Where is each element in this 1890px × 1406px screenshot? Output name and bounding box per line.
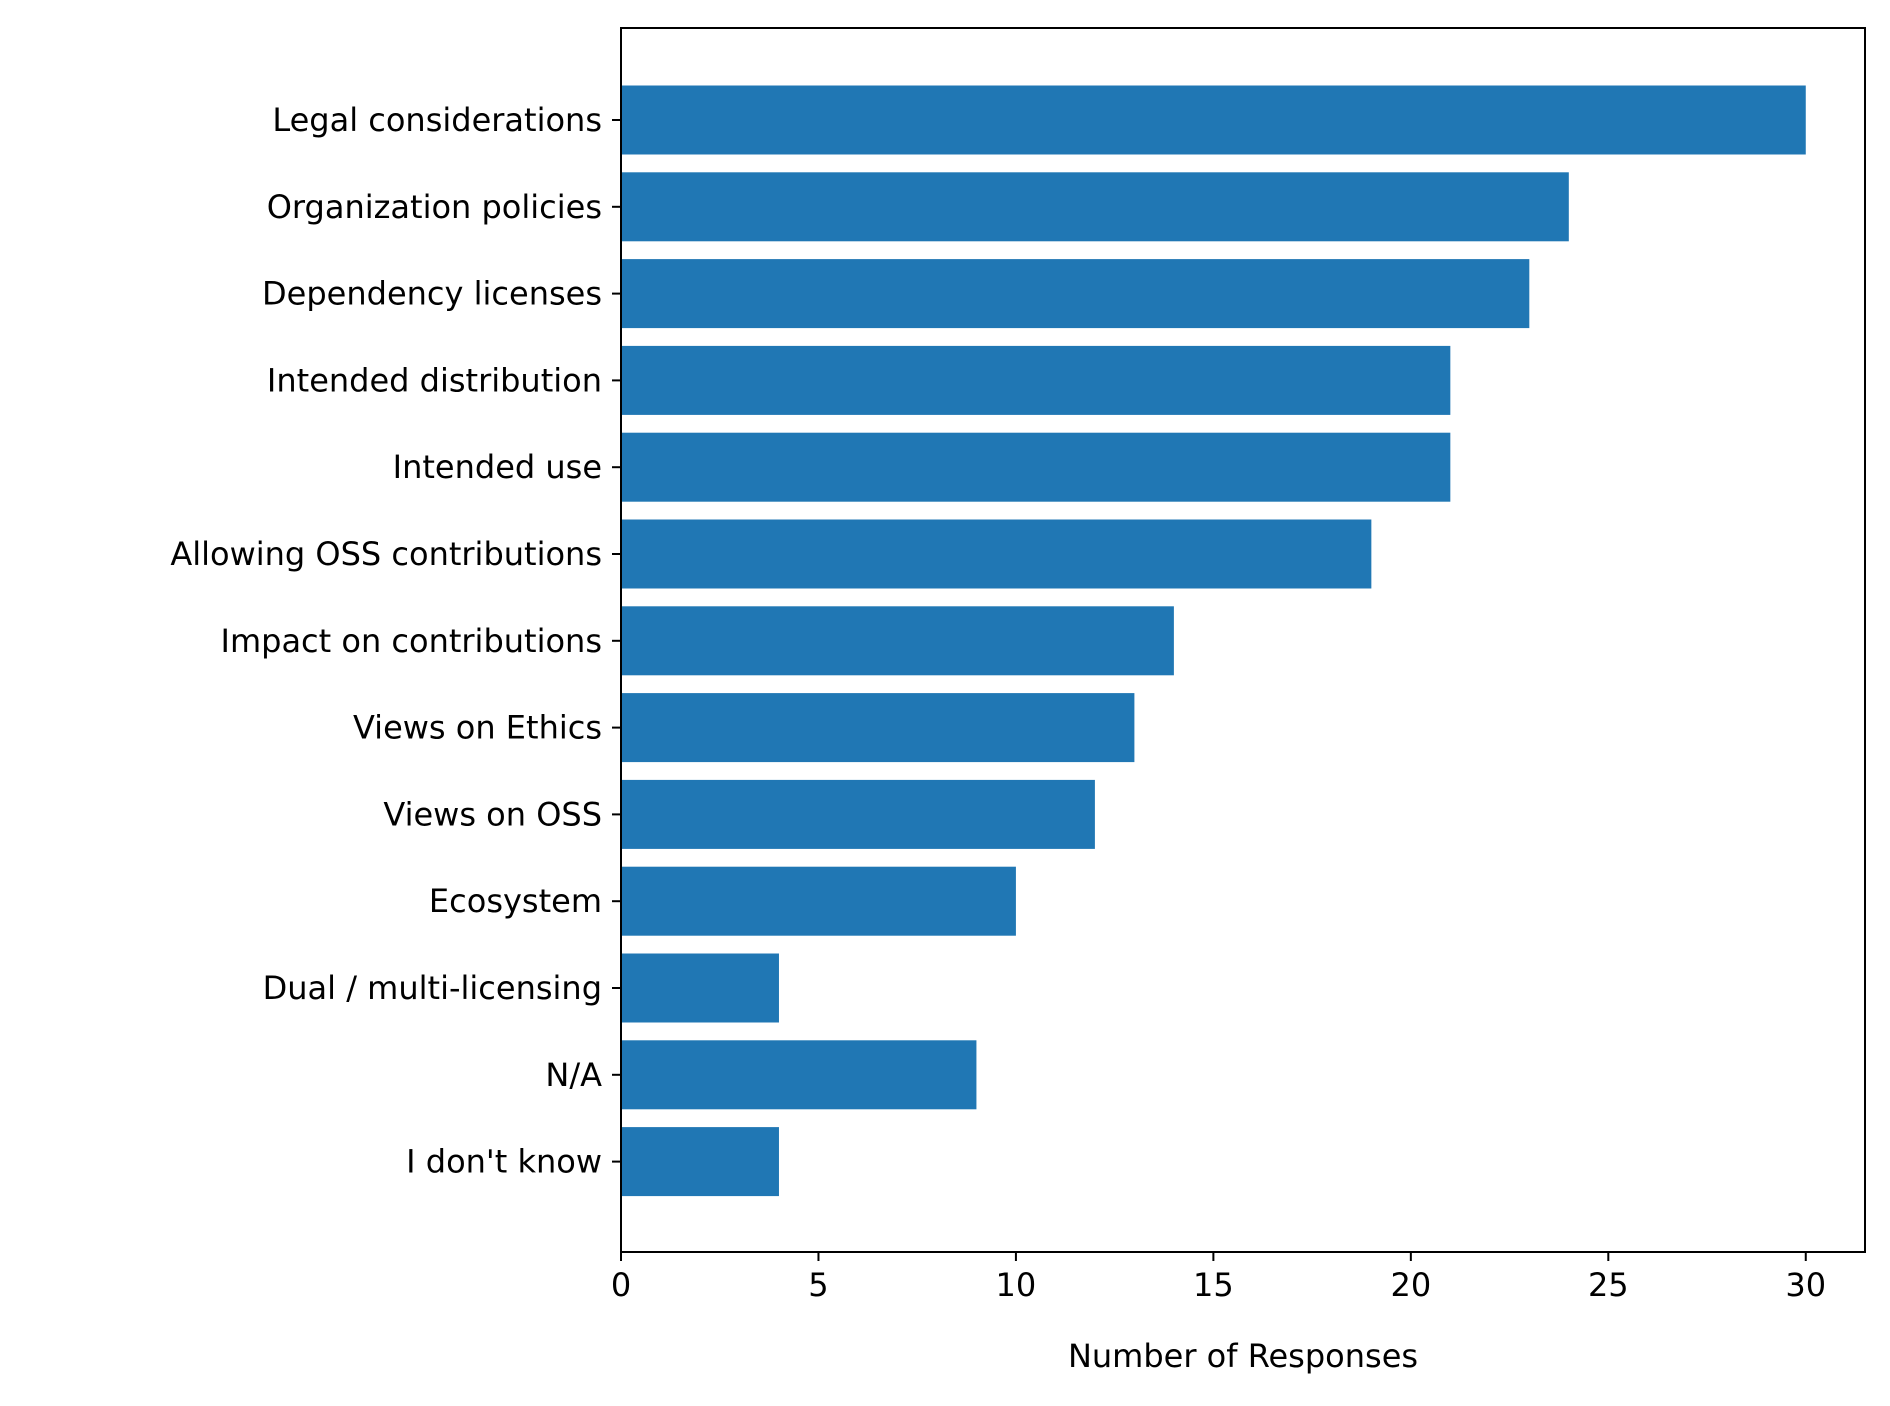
- y-axis-ticks: Legal considerations Organization policie…: [170, 101, 621, 1181]
- plot-area-frame: [620, 27, 1866, 1253]
- y-tick-label: Intended distribution: [267, 361, 602, 399]
- bar: [621, 1127, 779, 1197]
- bar: [621, 953, 779, 1023]
- y-tick-label: Intended use: [393, 448, 602, 486]
- y-tick-label: Dependency licenses: [262, 275, 602, 313]
- y-tick-label: Allowing OSS contributions: [170, 535, 602, 573]
- bar: [621, 779, 1095, 849]
- y-tick-label: Organization policies: [267, 188, 602, 226]
- bar: [621, 432, 1451, 502]
- x-tick-label: 10: [996, 1266, 1037, 1304]
- x-tick-label: 0: [611, 1266, 631, 1304]
- y-tick-label: Ecosystem: [429, 882, 602, 920]
- bar: [621, 519, 1372, 589]
- y-tick-label: Dual / multi-licensing: [263, 969, 602, 1007]
- bar: [621, 693, 1135, 763]
- bar: [621, 1040, 977, 1110]
- bar: [621, 606, 1174, 676]
- y-tick-label: Legal considerations: [272, 101, 602, 139]
- bar: [621, 172, 1569, 242]
- bars: [621, 85, 1806, 1197]
- bar: [621, 866, 1016, 936]
- x-tick-label: 25: [1588, 1266, 1629, 1304]
- x-axis-ticks: 0 5 10 15 20 25 30: [611, 1252, 1826, 1304]
- x-axis-label: Number of Responses: [1068, 1337, 1418, 1375]
- y-tick-label: N/A: [545, 1056, 602, 1094]
- x-tick-label: 30: [1785, 1266, 1826, 1304]
- bar: [621, 85, 1806, 155]
- x-tick-label: 5: [808, 1266, 828, 1304]
- y-tick-label: Impact on contributions: [221, 622, 602, 660]
- bar: [621, 259, 1530, 329]
- y-tick-label: Views on OSS: [383, 795, 602, 833]
- y-tick-label: I don't know: [406, 1143, 602, 1181]
- bar: [621, 345, 1451, 415]
- y-tick-label: Views on Ethics: [353, 709, 602, 747]
- x-tick-label: 15: [1193, 1266, 1234, 1304]
- x-tick-label: 20: [1390, 1266, 1431, 1304]
